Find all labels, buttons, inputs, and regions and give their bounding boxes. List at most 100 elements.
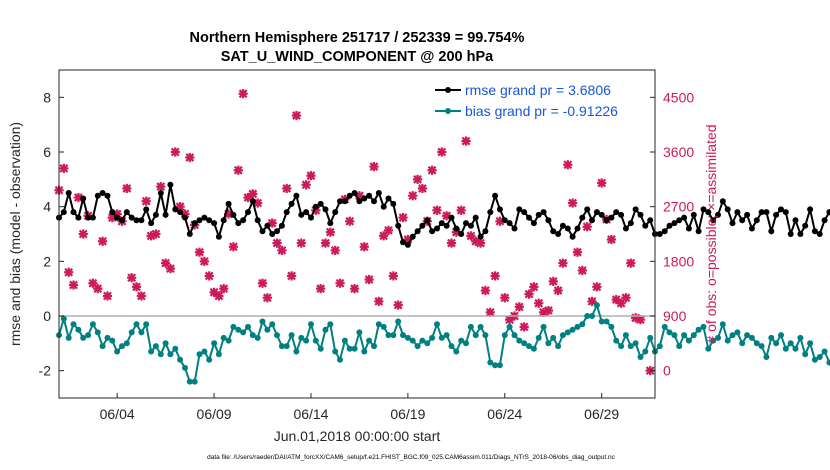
bias-point — [119, 343, 125, 350]
rmse-point — [172, 206, 179, 213]
rmse-point — [438, 220, 445, 227]
obs-assimilated-marker — [524, 289, 534, 299]
bias-point — [681, 332, 688, 339]
obs-assimilated-marker — [325, 227, 335, 237]
obs-assimilated-marker — [185, 152, 195, 163]
bias-point — [308, 321, 314, 328]
obs-assimilated-marker — [398, 213, 408, 223]
bias-point — [535, 334, 542, 341]
bias-point — [676, 343, 683, 350]
obs-assimilated-marker — [306, 171, 316, 181]
obs-assimilated-marker — [369, 161, 379, 172]
legend-box — [431, 82, 649, 124]
rmse-point — [511, 225, 518, 232]
legend-rmse-label: rmse grand pr = 3.6806 — [465, 82, 611, 98]
bias-point — [89, 321, 96, 328]
bias-point — [559, 332, 566, 339]
bias-point — [414, 343, 421, 350]
bias-point — [603, 318, 610, 325]
rmse-point — [89, 214, 96, 221]
bias-point — [182, 364, 188, 371]
rmse-point — [177, 209, 184, 216]
bias-point — [477, 323, 484, 330]
rmse-point — [249, 198, 256, 205]
bias-point — [274, 332, 280, 339]
bias-point — [419, 337, 426, 344]
bias-point — [613, 337, 620, 344]
bias-point — [540, 323, 547, 330]
rmse-point — [526, 214, 532, 221]
bias-point — [511, 332, 518, 339]
rmse-point — [555, 231, 562, 237]
obs-assimilated-marker — [388, 271, 398, 281]
chart-title-line1: Northern Hemisphere 251717 / 252339 = 99… — [190, 30, 525, 46]
bias-point — [744, 332, 751, 339]
x-tick-label: 06/04 — [100, 406, 135, 422]
bias-point — [225, 337, 232, 344]
bias-point — [361, 348, 368, 355]
left-tick-label: 0 — [43, 308, 51, 324]
bias-point — [264, 326, 271, 333]
rmse-point — [487, 209, 494, 216]
rmse-point — [303, 209, 310, 216]
obs-assimilated-marker — [262, 293, 272, 303]
bias-point — [482, 332, 489, 339]
rmse-point — [613, 209, 620, 216]
bias-point — [312, 337, 319, 344]
obs-assimilated-marker — [78, 229, 88, 239]
obs-assimilated-marker — [151, 229, 161, 239]
rmse-point — [545, 217, 552, 224]
bias-point — [443, 332, 450, 339]
right-tick-label: 1800 — [663, 253, 694, 269]
bias-point — [254, 334, 261, 341]
rmse-point — [385, 195, 392, 202]
rmse-point — [608, 214, 615, 221]
bias-point — [758, 343, 765, 350]
bias-point — [366, 337, 373, 344]
obs-assimilated-marker — [68, 280, 79, 290]
rmse-point — [245, 209, 251, 216]
x-axis: 06/04 06/09 06/14 06/19 06/24 06/29 — [100, 393, 619, 422]
rmse-point — [710, 217, 717, 224]
bias-point — [157, 351, 164, 358]
obs-assimilated-marker — [301, 180, 311, 190]
rmse-point — [375, 190, 382, 196]
obs-assimilated-marker — [597, 178, 607, 188]
rmse-point — [148, 220, 155, 227]
bias-point — [385, 332, 392, 339]
bias-point — [148, 348, 155, 355]
obs-assimilated-marker — [141, 196, 151, 206]
rmse-point — [259, 228, 266, 235]
rmse-point — [400, 239, 406, 246]
obs-assimilated-marker — [228, 242, 239, 252]
rmse-point — [618, 211, 625, 218]
rmse-point — [283, 209, 290, 216]
bias-point — [492, 362, 499, 369]
bias-point — [589, 313, 595, 319]
rmse-point — [322, 206, 329, 213]
bias-point — [240, 329, 247, 336]
bias-point — [685, 337, 692, 344]
bias-point — [690, 332, 697, 339]
rmse-point — [787, 231, 794, 237]
rmse-point — [167, 181, 174, 188]
bias-point — [341, 337, 348, 344]
bias-point — [409, 337, 416, 344]
bias-point — [526, 343, 532, 350]
obs-assimilated-marker — [417, 183, 428, 194]
bias-point — [811, 356, 818, 363]
obs-assimilated-marker — [364, 274, 374, 285]
bias-point — [647, 334, 654, 341]
rmse-point — [632, 206, 639, 213]
bias-point — [661, 323, 668, 330]
bias-point — [128, 329, 135, 336]
bias-point — [719, 321, 726, 328]
bias-point — [584, 313, 591, 319]
obs-assimilated-marker — [475, 238, 486, 248]
rmse-point — [356, 198, 363, 205]
rmse-point — [589, 217, 595, 224]
rmse-point — [225, 200, 232, 207]
obs-assimilated-marker — [320, 238, 331, 248]
rmse-point — [191, 220, 198, 227]
obs-assimilated-marker — [606, 234, 616, 245]
